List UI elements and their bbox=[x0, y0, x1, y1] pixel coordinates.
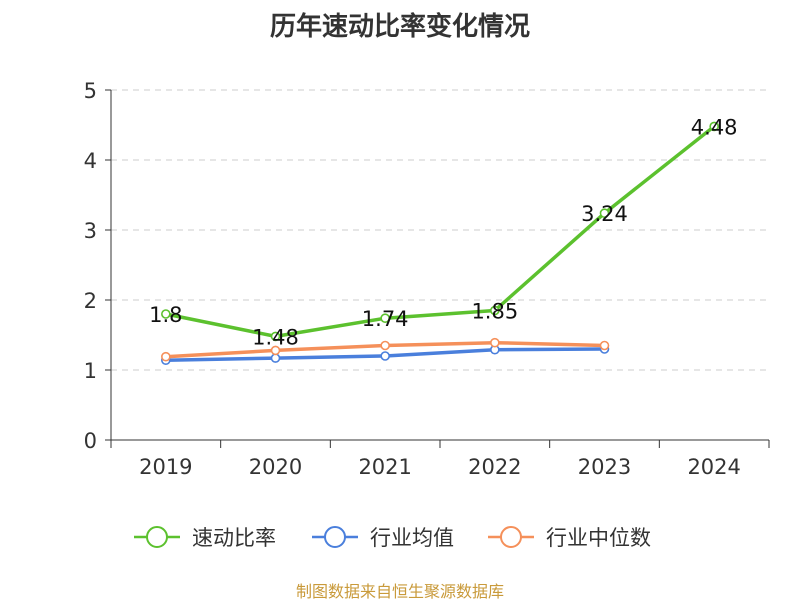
y-tick-labels: 0 1 2 3 4 5 bbox=[84, 79, 97, 453]
data-point bbox=[270, 345, 281, 356]
source-note: 制图数据来自恒生聚源数据库 bbox=[295, 582, 504, 601]
data-point bbox=[380, 340, 390, 351]
data-point bbox=[599, 208, 610, 218]
data-point bbox=[380, 351, 390, 361]
legend-marker bbox=[324, 526, 346, 548]
chart-title: 历年速动比率变化情况 bbox=[269, 12, 530, 42]
legend-marker bbox=[500, 526, 522, 548]
x-tick-label: 2020 bbox=[249, 455, 302, 479]
legend-marker bbox=[146, 526, 168, 548]
data-point bbox=[490, 337, 500, 348]
legend-label: 速动比率 bbox=[192, 526, 276, 550]
series-lines bbox=[161, 121, 719, 366]
data-point bbox=[161, 309, 171, 319]
data-point bbox=[599, 340, 610, 351]
x-tick-label: 2023 bbox=[578, 455, 631, 479]
data-point bbox=[270, 353, 281, 363]
data-label: 1.74 bbox=[362, 307, 409, 331]
data-point bbox=[161, 351, 171, 362]
x-tick-label: 2024 bbox=[687, 455, 740, 479]
data-point bbox=[490, 305, 500, 316]
x-tick-label: 2022 bbox=[468, 455, 521, 479]
x-tick-label: 2019 bbox=[139, 455, 192, 479]
x-tick-labels: 2019 2020 2021 2022 2023 2024 bbox=[139, 455, 741, 479]
y-tick-label: 4 bbox=[84, 149, 97, 173]
legend-label: 行业均值 bbox=[370, 526, 454, 550]
data-label: 1.85 bbox=[471, 300, 518, 324]
data-label: 3.24 bbox=[581, 202, 628, 226]
y-tick-label: 0 bbox=[84, 429, 97, 453]
y-tick-label: 2 bbox=[84, 289, 97, 313]
x-tick-label: 2021 bbox=[358, 455, 411, 479]
legend: 速动比率 行业均值 行业中位数 bbox=[134, 526, 651, 550]
series-line bbox=[165, 125, 716, 339]
axes bbox=[105, 89, 770, 448]
data-point bbox=[380, 313, 390, 324]
y-tick-label: 1 bbox=[84, 359, 97, 383]
grid-lines bbox=[111, 89, 769, 371]
data-point bbox=[709, 121, 719, 132]
data-point bbox=[270, 331, 281, 342]
legend-label: 行业中位数 bbox=[546, 526, 651, 550]
y-tick-label: 5 bbox=[84, 79, 97, 103]
data-label: 4.48 bbox=[691, 115, 738, 139]
y-tick-label: 3 bbox=[84, 219, 97, 243]
data-label: 1.48 bbox=[252, 325, 299, 349]
data-label: 1.8 bbox=[149, 303, 182, 327]
data-labels: 1.8 1.48 1.74 1.85 3.24 4.48 bbox=[149, 115, 737, 349]
